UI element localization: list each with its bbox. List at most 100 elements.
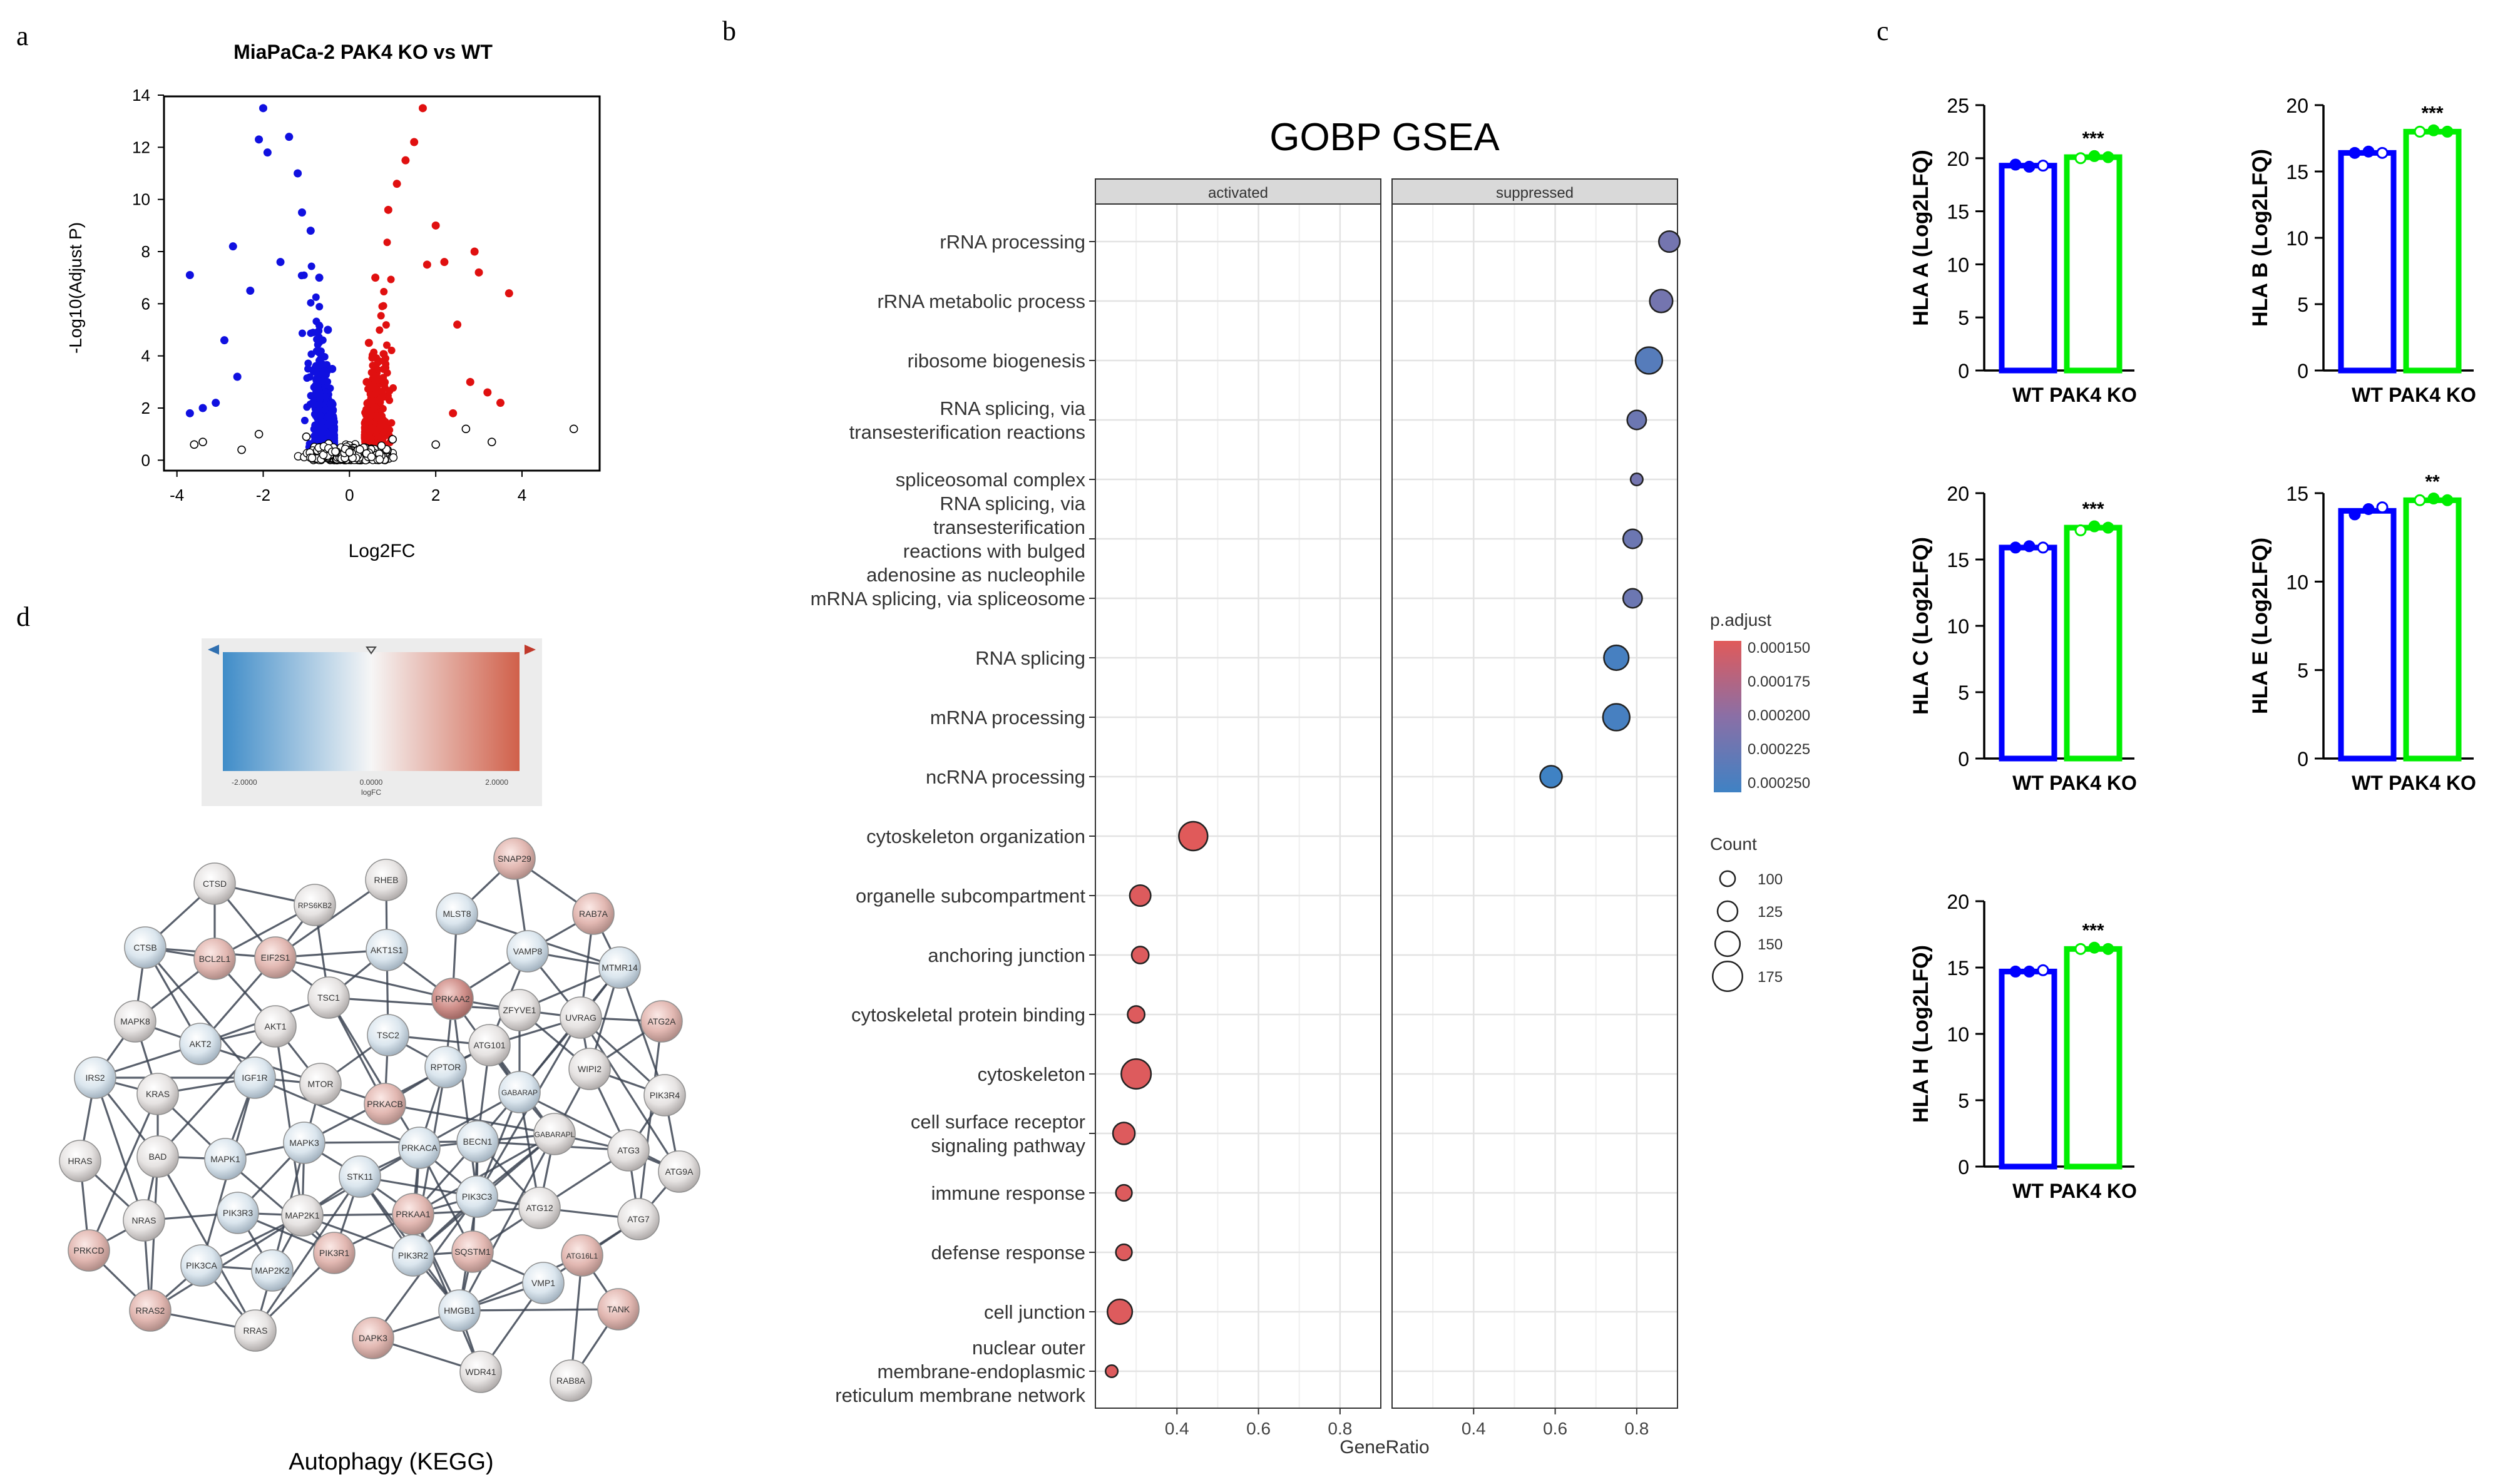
network-node: ATG101 xyxy=(468,1024,511,1066)
hla-point-ko xyxy=(2074,152,2087,165)
legend-count-circle xyxy=(1712,961,1743,992)
volcano-xtick-label: 2 xyxy=(431,486,440,504)
volcano-axes: -4 -2 0 2 4 0 2 4 6 8 10 12 14 xyxy=(132,86,526,504)
network-node-label: PRKACA xyxy=(401,1143,438,1153)
network-node-circle xyxy=(506,930,549,973)
volcano-point-down xyxy=(185,271,194,279)
network-node: ATG2A xyxy=(640,1000,683,1043)
gsea-term-label: defense response xyxy=(931,1242,1085,1264)
network-node-circle xyxy=(560,996,602,1039)
network-node: SNAP29 xyxy=(493,837,536,880)
network-node: BAD xyxy=(136,1135,179,1178)
network-node-label: HRAS xyxy=(68,1156,93,1166)
volcano-density-dot xyxy=(312,293,320,301)
hla-point-wt xyxy=(2348,508,2361,521)
network-edge xyxy=(88,1093,159,1251)
hla-xlabel-wt: WT xyxy=(2352,772,2383,794)
network-node-label: EIF2S1 xyxy=(261,953,290,963)
gsea-point xyxy=(1120,1058,1152,1090)
hla-bar-wt xyxy=(2338,508,2397,762)
gsea-term-label: cell junction xyxy=(984,1301,1085,1323)
volcano-ytick-label: 2 xyxy=(141,399,150,417)
volcano-xlabel: Log2FC xyxy=(349,541,416,561)
volcano-point-ns xyxy=(569,424,578,434)
network-node: CTSB xyxy=(124,926,166,969)
network-node: WDR41 xyxy=(459,1351,502,1393)
volcano-point-down xyxy=(263,148,272,157)
network-node-circle xyxy=(233,1056,276,1099)
volcano-density-dot xyxy=(315,303,324,311)
gsea-xtick-label: 0.6 xyxy=(1246,1419,1271,1438)
network-edge xyxy=(618,967,666,1096)
network-node: RRAS xyxy=(234,1309,277,1352)
volcano-density-dot xyxy=(303,403,311,411)
volcano-point-up xyxy=(418,104,427,113)
volcano-density-dot xyxy=(315,349,323,357)
network-node-label: PIK3R2 xyxy=(398,1250,428,1260)
volcano-density-dot xyxy=(310,383,318,391)
network-node: MAP2K2 xyxy=(251,1249,294,1292)
volcano-density-ns-dot xyxy=(307,454,317,462)
network-node: PRKCD xyxy=(68,1229,110,1272)
network-node: DAPK3 xyxy=(352,1317,394,1359)
network-node-label: PRKAA1 xyxy=(396,1209,430,1219)
logfc-legend-gradient xyxy=(223,652,520,771)
gsea-point xyxy=(1622,588,1643,609)
hla-bar-wt xyxy=(1999,163,2057,374)
volcano-density-dot xyxy=(368,351,376,359)
network-node-label: WDR41 xyxy=(465,1367,496,1377)
network-node-circle xyxy=(658,1150,700,1193)
volcano-point-down xyxy=(246,287,255,295)
network-node: GABARAPL xyxy=(533,1113,576,1155)
hla-bar-ko xyxy=(2064,524,2123,762)
hla-ytick-label: 5 xyxy=(2297,660,2308,682)
network-edge xyxy=(451,998,478,1197)
network-node-label: ATG9A xyxy=(665,1167,694,1177)
volcano-point-down xyxy=(328,365,337,373)
hla-ytick-label: 0 xyxy=(2297,360,2308,382)
volcano-density-dot xyxy=(380,377,388,386)
volcano-point-up xyxy=(440,258,449,267)
volcano-point-ns xyxy=(302,432,311,441)
hla-ytick-label: 20 xyxy=(1947,891,1969,913)
network-node-label: AKT1 xyxy=(264,1021,286,1031)
network-node-label: RPTOR xyxy=(431,1062,461,1072)
network-node: MAPK3 xyxy=(283,1122,325,1164)
network-edge xyxy=(459,1308,619,1312)
network-node: CTSD xyxy=(193,862,236,905)
volcano-point-ns xyxy=(190,440,199,449)
volcano-density-dot xyxy=(371,384,379,392)
network-node: KRAS xyxy=(136,1073,179,1115)
volcano-point-up xyxy=(470,247,479,256)
network-node: PIK3R2 xyxy=(392,1234,434,1277)
hla-ytick-label: 15 xyxy=(1947,201,1969,223)
hla-xlabel-ko: PAK4 KO xyxy=(2049,1180,2137,1202)
volcano-density-dot xyxy=(326,400,334,408)
network-node-circle xyxy=(436,892,478,935)
volcano-point-up xyxy=(431,221,440,230)
volcano-point-ns xyxy=(388,435,397,444)
volcano-point-down xyxy=(298,208,307,217)
legend-min-label: -2.0000 xyxy=(232,778,257,787)
volcano-point-down xyxy=(324,325,332,334)
volcano-point-ns xyxy=(431,440,440,449)
network-node: IGF1R xyxy=(233,1056,276,1099)
volcano-point-down xyxy=(212,399,220,407)
volcano-point-up xyxy=(392,180,401,188)
network-node: WIPI2 xyxy=(568,1048,611,1090)
volcano-density-dot xyxy=(379,350,387,358)
gsea-point xyxy=(1626,409,1647,431)
gsea-point xyxy=(1127,1005,1146,1024)
gsea-term-labels: rRNA processing rRNA metabolic process rib… xyxy=(811,231,1095,1406)
network-node-label: BCL2L1 xyxy=(199,954,231,964)
hla-ytick-label: 0 xyxy=(2297,748,2308,770)
network-edge xyxy=(304,1140,478,1144)
legend-count-title: Count xyxy=(1710,834,1757,854)
network-node: ATG16L1 xyxy=(561,1234,603,1277)
network-edge xyxy=(275,956,453,1000)
network-node-label: VMP1 xyxy=(531,1278,555,1288)
legend-axis-label: logFC xyxy=(361,788,381,797)
volcano-density-dot xyxy=(316,434,324,442)
volcano-density-dot xyxy=(319,377,327,385)
gsea-dotplot: GOBP GSEA activated suppressed rRNA proc… xyxy=(811,116,1810,1458)
